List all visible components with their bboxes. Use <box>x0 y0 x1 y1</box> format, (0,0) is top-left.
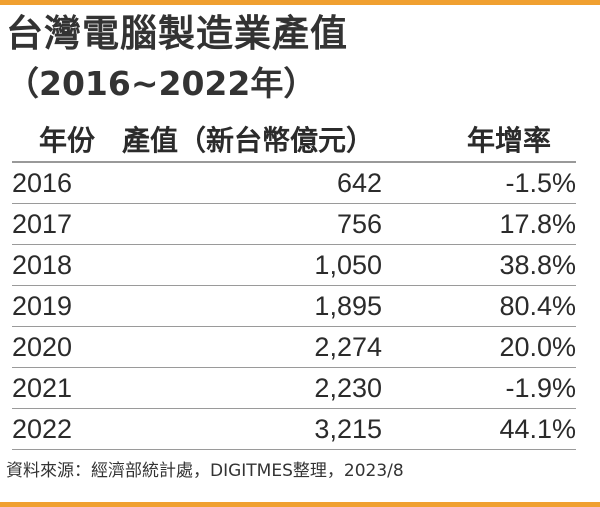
cell-growth: 20.0% <box>442 326 576 368</box>
table-row: 2018 1,050 38.8% <box>12 244 576 286</box>
cell-value: 2,230 <box>122 367 382 409</box>
cell-spacer <box>382 326 442 368</box>
source-note: 資料來源：經濟部統計處，DIGITMES整理，2023/8 <box>6 461 404 481</box>
cell-growth: -1.5% <box>442 162 576 204</box>
cell-year: 2017 <box>12 203 122 245</box>
bottom-accent-rule <box>0 502 600 507</box>
cell-spacer <box>382 367 442 409</box>
cell-value: 1,895 <box>122 285 382 327</box>
cell-value: 642 <box>122 162 382 204</box>
top-accent-rule <box>0 0 600 5</box>
cell-year: 2018 <box>12 244 122 286</box>
cell-spacer <box>382 285 442 327</box>
column-header-growth: 年增率 <box>442 116 576 163</box>
cell-spacer <box>382 162 442 204</box>
cell-year: 2016 <box>12 162 122 204</box>
cell-growth: -1.9% <box>442 367 576 409</box>
chart-title: 台灣電腦製造業產值 <box>6 12 348 55</box>
table-row: 2020 2,274 20.0% <box>12 326 576 368</box>
column-header-value: 產值（新台幣億元） <box>122 116 382 163</box>
cell-spacer <box>382 408 442 450</box>
column-header-year: 年份 <box>12 116 122 163</box>
cell-year: 2022 <box>12 408 122 450</box>
table-header-row: 年份 產值（新台幣億元） 年增率 <box>12 116 576 163</box>
cell-year: 2021 <box>12 367 122 409</box>
cell-growth: 80.4% <box>442 285 576 327</box>
column-header-spacer <box>382 116 442 163</box>
cell-value: 756 <box>122 203 382 245</box>
cell-value: 2,274 <box>122 326 382 368</box>
data-table: 年份 產值（新台幣億元） 年增率 2016 642 -1.5% 2017 756 17.8… <box>12 116 576 450</box>
table-row: 2019 1,895 80.4% <box>12 285 576 327</box>
cell-value: 1,050 <box>122 244 382 286</box>
cell-growth: 17.8% <box>442 203 576 245</box>
cell-growth: 38.8% <box>442 244 576 286</box>
table-row: 2016 642 -1.5% <box>12 162 576 204</box>
table-row: 2021 2,230 -1.9% <box>12 367 576 409</box>
cell-year: 2020 <box>12 326 122 368</box>
cell-value: 3,215 <box>122 408 382 450</box>
table-row: 2017 756 17.8% <box>12 203 576 245</box>
chart-subtitle: （2016~2022年） <box>6 64 317 103</box>
table-row: 2022 3,215 44.1% <box>12 408 576 450</box>
cell-spacer <box>382 244 442 286</box>
cell-spacer <box>382 203 442 245</box>
cell-growth: 44.1% <box>442 408 576 450</box>
cell-year: 2019 <box>12 285 122 327</box>
table-body: 2016 642 -1.5% 2017 756 17.8% 2018 1,050 38.8% 20… <box>12 162 576 450</box>
